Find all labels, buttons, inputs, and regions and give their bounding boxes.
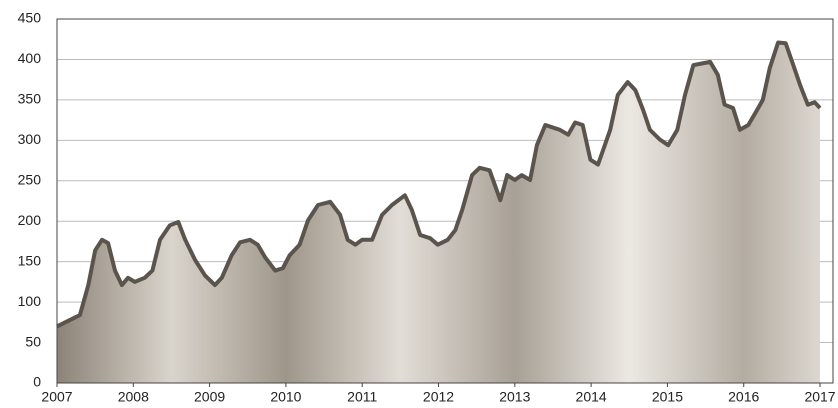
- x-tick-label: 2010: [270, 389, 301, 405]
- x-tick-label: 2009: [194, 389, 225, 405]
- y-tick-label: 400: [18, 50, 42, 66]
- plot: [56, 40, 822, 383]
- x-tick-label: 2017: [804, 389, 835, 405]
- y-tick-label: 450: [18, 10, 42, 26]
- x-tick-label: 2016: [728, 389, 759, 405]
- x-tick-label: 2015: [652, 389, 683, 405]
- y-tick-label: 50: [25, 333, 41, 349]
- plot-frame: [56, 18, 834, 384]
- line: [56, 40, 822, 329]
- area-fill: [57, 42, 820, 383]
- y-tick-label: 100: [18, 293, 42, 309]
- y-tick-label: 300: [18, 131, 42, 147]
- y-tick-label: 200: [18, 212, 42, 228]
- y-tick-label: 0: [33, 374, 41, 390]
- y-tick-label: 350: [18, 91, 42, 107]
- y-tick-label: 250: [18, 171, 42, 187]
- x-tick-label: 2014: [576, 389, 607, 405]
- x-tick-label: 2008: [118, 389, 149, 405]
- x-tick-label: 2013: [499, 389, 530, 405]
- x-tick-label: 2012: [423, 389, 454, 405]
- y-tick-label: 150: [18, 252, 42, 268]
- x-tick-label: 2007: [41, 389, 72, 405]
- x-tick-label: 2011: [347, 389, 377, 405]
